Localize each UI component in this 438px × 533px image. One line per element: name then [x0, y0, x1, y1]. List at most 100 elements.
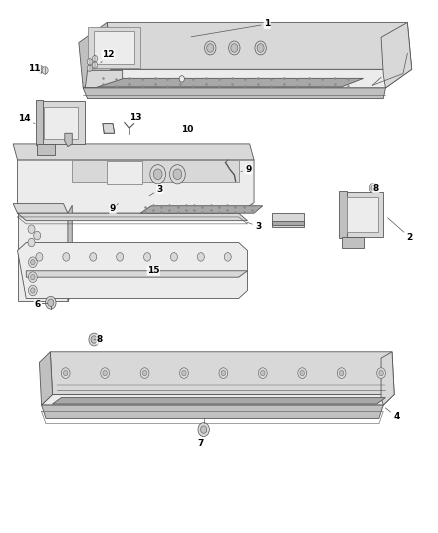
Circle shape — [61, 368, 70, 378]
Polygon shape — [79, 22, 112, 88]
Polygon shape — [26, 271, 247, 277]
Circle shape — [337, 368, 346, 378]
Polygon shape — [342, 192, 383, 237]
Circle shape — [46, 296, 56, 309]
Circle shape — [198, 253, 205, 261]
Text: 4: 4 — [385, 408, 399, 421]
Polygon shape — [68, 205, 72, 301]
Polygon shape — [36, 100, 43, 145]
Text: 12: 12 — [101, 50, 115, 63]
Circle shape — [231, 44, 238, 52]
Circle shape — [255, 41, 266, 55]
Circle shape — [31, 274, 35, 280]
Polygon shape — [381, 22, 412, 88]
Circle shape — [34, 231, 41, 240]
Circle shape — [170, 165, 185, 184]
Circle shape — [224, 253, 231, 261]
Text: 15: 15 — [147, 266, 159, 275]
Polygon shape — [53, 398, 385, 404]
Polygon shape — [18, 213, 247, 221]
Circle shape — [92, 62, 98, 68]
Text: 9: 9 — [110, 204, 118, 213]
Circle shape — [229, 41, 240, 55]
Polygon shape — [339, 191, 347, 238]
Circle shape — [142, 370, 147, 376]
Circle shape — [28, 272, 37, 282]
Circle shape — [31, 288, 35, 293]
Text: 10: 10 — [181, 125, 194, 134]
Polygon shape — [37, 101, 85, 144]
Circle shape — [150, 165, 166, 184]
Circle shape — [221, 370, 226, 376]
Circle shape — [371, 185, 375, 191]
Circle shape — [31, 260, 35, 265]
Circle shape — [261, 370, 265, 376]
Circle shape — [170, 253, 177, 261]
Circle shape — [179, 76, 184, 82]
Text: 6: 6 — [34, 301, 44, 309]
Polygon shape — [18, 243, 247, 298]
Polygon shape — [13, 144, 254, 160]
Circle shape — [28, 257, 37, 268]
Text: 3: 3 — [247, 222, 261, 231]
Polygon shape — [381, 352, 394, 405]
Circle shape — [205, 41, 216, 55]
Circle shape — [63, 253, 70, 261]
Circle shape — [48, 299, 54, 306]
Circle shape — [28, 225, 35, 233]
Text: 13: 13 — [129, 113, 141, 122]
Circle shape — [92, 55, 98, 62]
Circle shape — [377, 368, 385, 378]
Circle shape — [87, 65, 92, 71]
Circle shape — [101, 368, 110, 378]
Circle shape — [173, 169, 182, 180]
Polygon shape — [83, 88, 385, 99]
Circle shape — [144, 253, 151, 261]
Polygon shape — [13, 204, 68, 213]
Circle shape — [182, 370, 186, 376]
Polygon shape — [37, 144, 55, 155]
Text: 7: 7 — [198, 435, 204, 448]
Text: 14: 14 — [18, 114, 35, 124]
Polygon shape — [103, 124, 115, 133]
Circle shape — [89, 333, 99, 346]
Circle shape — [198, 423, 209, 437]
Polygon shape — [18, 160, 254, 213]
Circle shape — [103, 370, 107, 376]
Text: 9: 9 — [241, 165, 252, 174]
Circle shape — [87, 59, 92, 65]
Polygon shape — [42, 394, 394, 405]
Circle shape — [201, 426, 207, 433]
Polygon shape — [18, 213, 68, 301]
Circle shape — [180, 368, 188, 378]
Polygon shape — [72, 160, 239, 182]
Circle shape — [140, 368, 149, 378]
Polygon shape — [107, 22, 412, 69]
Circle shape — [298, 368, 307, 378]
Polygon shape — [39, 352, 53, 405]
Polygon shape — [65, 133, 72, 147]
Circle shape — [339, 370, 344, 376]
Text: 11: 11 — [28, 64, 40, 72]
Polygon shape — [107, 161, 142, 184]
Circle shape — [219, 368, 228, 378]
Polygon shape — [94, 31, 134, 64]
Polygon shape — [88, 27, 140, 68]
Circle shape — [64, 370, 68, 376]
Polygon shape — [96, 78, 364, 87]
Circle shape — [207, 44, 214, 52]
Polygon shape — [272, 213, 304, 227]
Polygon shape — [140, 206, 263, 213]
Circle shape — [28, 238, 35, 247]
Circle shape — [36, 253, 43, 261]
Polygon shape — [44, 107, 78, 139]
Text: 8: 8 — [94, 335, 103, 344]
Circle shape — [38, 66, 44, 73]
Text: 3: 3 — [149, 185, 163, 196]
Text: 1: 1 — [191, 20, 270, 37]
Polygon shape — [85, 70, 123, 87]
Polygon shape — [347, 197, 378, 232]
Polygon shape — [272, 221, 304, 225]
Text: 2: 2 — [388, 217, 413, 241]
Circle shape — [369, 183, 377, 193]
